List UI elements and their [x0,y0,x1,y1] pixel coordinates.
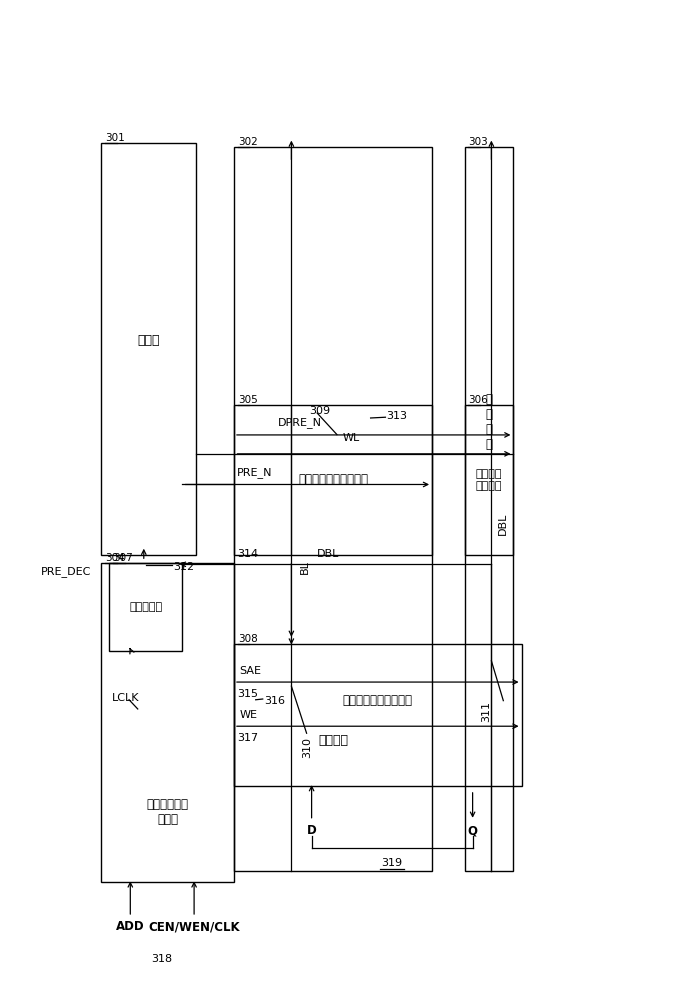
Text: 316: 316 [264,696,285,706]
Text: 315: 315 [237,689,258,699]
Text: 306: 306 [468,395,488,405]
Text: 复
制
单
元: 复 制 单 元 [486,393,493,451]
Text: 313: 313 [386,411,407,421]
Text: CEN/WEN/CLK: CEN/WEN/CLK [148,920,240,933]
Text: 305: 305 [238,395,258,405]
Text: WL: WL [343,433,360,443]
Bar [101,143,196,555]
Text: BL: BL [300,560,309,574]
Text: DBL: DBL [498,512,508,535]
Text: 308: 308 [238,634,258,644]
Text: 304: 304 [105,553,125,563]
Text: LCLK: LCLK [112,693,139,703]
Text: SAE: SAE [239,666,261,676]
Bar [109,563,183,651]
Bar [234,405,432,555]
Text: 317: 317 [237,733,258,743]
Text: D: D [307,824,316,837]
Text: Q: Q [468,824,477,837]
Text: 307: 307 [113,553,133,563]
Text: 译码器: 译码器 [137,334,160,347]
Text: 314: 314 [237,549,258,559]
Text: 灵敏放大器和写驱动器: 灵敏放大器和写驱动器 [343,694,413,707]
Text: 303: 303 [468,137,488,147]
Text: ADD: ADD [116,920,145,933]
Text: 位线预冲电与均衡电路: 位线预冲电与均衡电路 [298,473,368,486]
Bar [465,405,513,555]
Text: 控制电路与预
译码器: 控制电路与预 译码器 [146,798,188,826]
Text: 318: 318 [152,954,173,964]
Bar [234,147,432,871]
Text: DPRE_N: DPRE_N [277,417,321,428]
Text: PRE_N: PRE_N [237,467,272,478]
Text: 301: 301 [105,133,125,143]
Text: 存储阵列: 存储阵列 [318,734,348,747]
Text: 状态机电路: 状态机电路 [130,602,162,612]
Text: 309: 309 [309,406,330,416]
Text: 319: 319 [382,858,402,868]
Bar [234,644,522,786]
Bar [465,147,513,871]
Text: 302: 302 [238,137,258,147]
Text: PRE_DEC: PRE_DEC [41,567,91,577]
Text: 311: 311 [481,701,491,722]
Text: 312: 312 [174,562,195,572]
Text: WE: WE [239,710,258,720]
Text: 310: 310 [302,737,313,758]
Bar [101,563,234,882]
Text: 复制位线
预冲电路: 复制位线 预冲电路 [476,469,502,491]
Text: DBL: DBL [317,549,340,559]
